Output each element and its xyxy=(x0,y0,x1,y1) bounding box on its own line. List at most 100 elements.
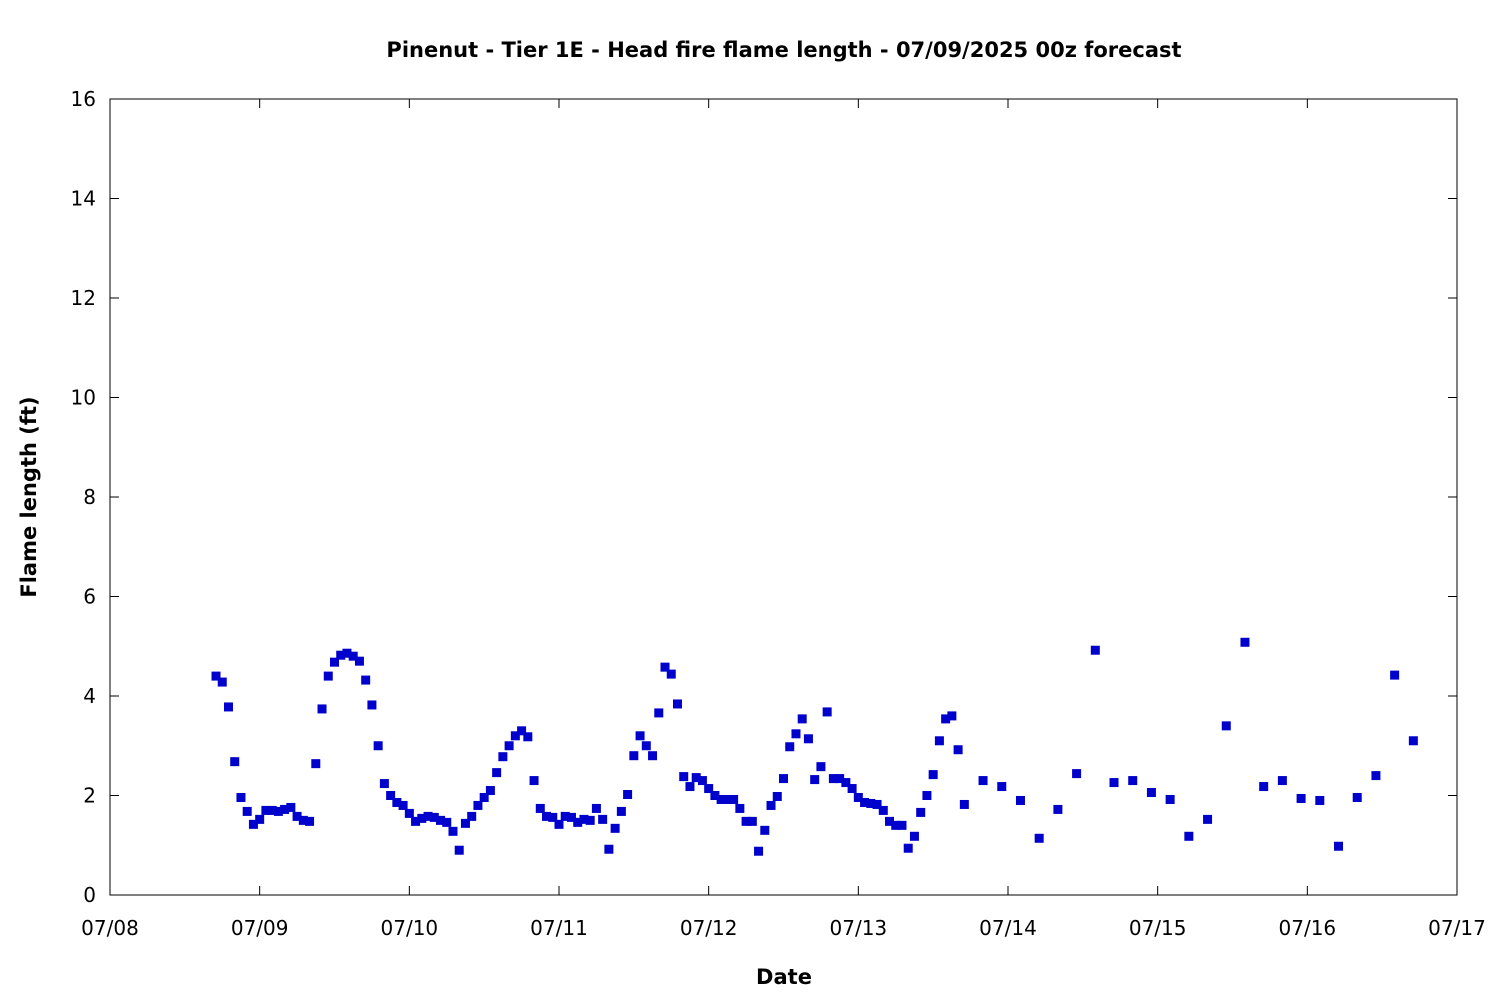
data-points xyxy=(211,637,1418,856)
data-point xyxy=(1034,833,1044,843)
data-point xyxy=(635,731,645,741)
data-point xyxy=(454,845,464,855)
data-point xyxy=(311,759,321,769)
data-point xyxy=(485,786,495,796)
data-point xyxy=(953,745,963,755)
x-tick-label: 07/09 xyxy=(231,916,289,940)
data-point xyxy=(704,784,714,794)
data-point xyxy=(598,814,608,824)
data-point xyxy=(467,811,477,821)
data-point xyxy=(672,699,682,709)
data-point xyxy=(816,762,826,772)
x-tick-label: 07/15 xyxy=(1129,916,1187,940)
data-point xyxy=(772,791,782,801)
data-point xyxy=(934,736,944,746)
data-point xyxy=(585,815,595,825)
data-point xyxy=(666,669,676,679)
data-point xyxy=(978,776,988,786)
data-point xyxy=(697,776,707,786)
data-point xyxy=(566,812,576,822)
data-point xyxy=(248,819,258,829)
data-point xyxy=(473,800,483,810)
data-point xyxy=(1128,776,1138,786)
data-point xyxy=(754,846,764,856)
data-point xyxy=(797,714,807,724)
axis-ticks: 07/08 07/09 07/10 07/11 07/12 07/13 07/14 07/15… xyxy=(71,87,1486,940)
data-point xyxy=(922,791,932,800)
data-point xyxy=(379,779,389,789)
data-point xyxy=(1221,721,1231,731)
data-point xyxy=(691,773,701,783)
data-point xyxy=(891,820,901,830)
data-point xyxy=(722,794,732,804)
data-point xyxy=(448,826,458,836)
data-point xyxy=(498,752,508,762)
data-point xyxy=(779,774,788,784)
data-point xyxy=(1146,788,1156,798)
data-point xyxy=(853,792,863,802)
data-point xyxy=(211,671,221,681)
data-point xyxy=(573,817,583,827)
data-point xyxy=(928,770,938,780)
data-point xyxy=(529,776,539,786)
y-tick-label: 4 xyxy=(83,684,96,708)
data-point xyxy=(729,794,739,804)
data-point xyxy=(1203,814,1213,824)
y-tick-label: 8 xyxy=(83,485,96,509)
x-tick-label: 07/16 xyxy=(1279,916,1337,940)
data-point xyxy=(810,775,820,785)
data-point xyxy=(604,844,614,854)
data-point xyxy=(417,813,427,823)
data-point xyxy=(554,819,564,829)
data-point xyxy=(535,803,545,813)
data-point xyxy=(916,807,926,817)
x-tick-label: 07/10 xyxy=(381,916,439,940)
data-point xyxy=(685,782,695,792)
data-point xyxy=(336,650,346,660)
data-point xyxy=(442,817,452,827)
data-point xyxy=(641,741,651,751)
data-point xyxy=(579,814,589,824)
data-point xyxy=(261,805,271,815)
data-point xyxy=(623,790,633,800)
data-point xyxy=(398,800,408,810)
data-point xyxy=(710,791,720,800)
data-point xyxy=(255,814,265,824)
plot-frame xyxy=(109,98,1458,896)
x-tick-label: 07/14 xyxy=(979,916,1037,940)
data-point xyxy=(741,816,751,826)
data-point xyxy=(323,671,333,681)
data-point xyxy=(305,816,315,826)
data-point xyxy=(542,811,552,821)
data-point xyxy=(791,729,801,739)
y-axis-label: Flame length (ft) xyxy=(17,396,41,597)
data-point xyxy=(423,811,433,821)
data-point xyxy=(1315,795,1325,805)
data-point xyxy=(1296,793,1306,803)
data-point xyxy=(510,731,520,741)
data-point xyxy=(504,741,514,751)
data-point xyxy=(1277,776,1287,786)
data-point xyxy=(1072,769,1082,779)
data-point xyxy=(317,704,327,714)
data-point xyxy=(835,774,845,784)
data-point xyxy=(766,800,776,810)
data-point xyxy=(404,808,414,818)
x-tick-label: 07/17 xyxy=(1428,916,1486,940)
data-point xyxy=(903,843,913,853)
data-point xyxy=(822,707,832,717)
data-point xyxy=(517,726,527,736)
data-point xyxy=(436,815,446,825)
data-point xyxy=(660,662,670,672)
data-point xyxy=(523,732,533,742)
data-point xyxy=(230,757,240,767)
data-point xyxy=(492,768,502,778)
data-point xyxy=(330,657,339,667)
data-point xyxy=(629,751,639,761)
data-point xyxy=(236,792,246,802)
y-tick-label: 10 xyxy=(71,386,96,410)
data-point xyxy=(292,811,302,821)
data-point xyxy=(735,803,745,813)
y-tick-label: 14 xyxy=(71,187,96,211)
